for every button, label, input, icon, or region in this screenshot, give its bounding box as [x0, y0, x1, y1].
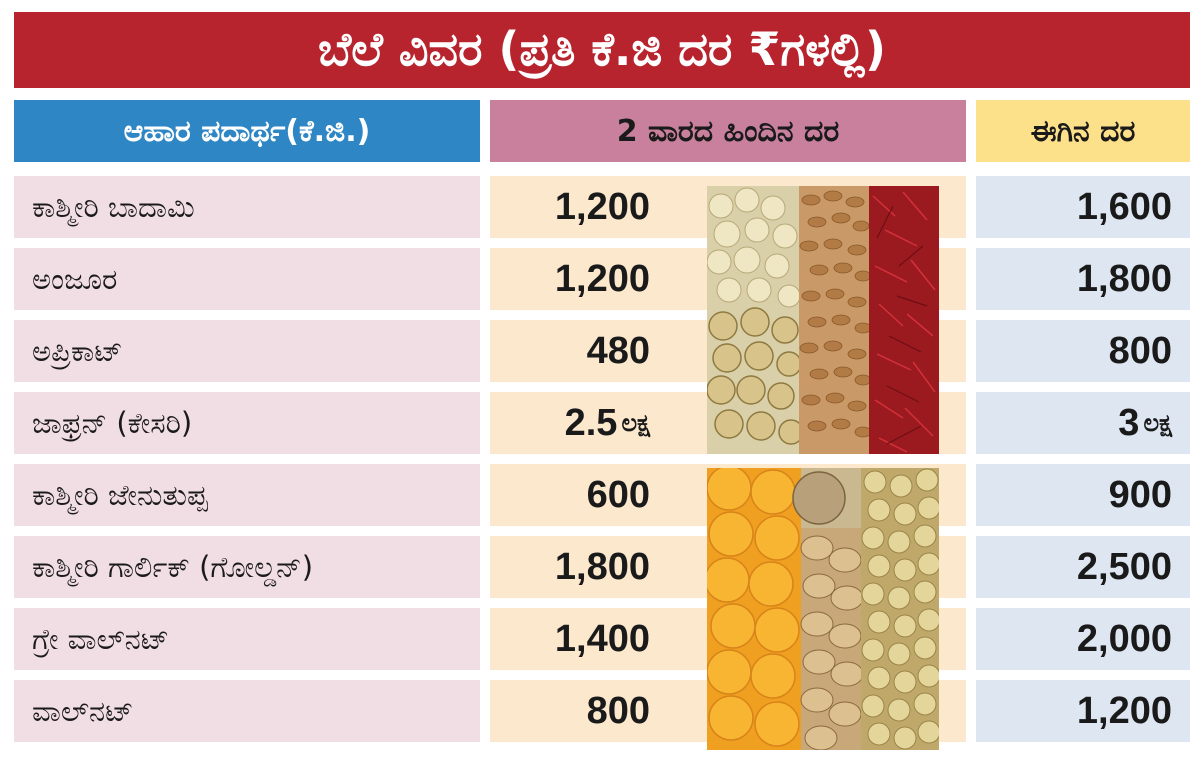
current-price-cell: 1,600: [976, 176, 1190, 238]
current-price-cell: 800: [976, 320, 1190, 382]
previous-price: 1,800: [554, 545, 650, 588]
current-price: 1,200: [1076, 689, 1172, 732]
item-name: ಜಾಫ್ರನ್ (ಕೇಸರಿ): [14, 392, 480, 454]
current-price: 2,000: [1076, 617, 1172, 660]
item-name: ಅಂಜೂರ: [14, 248, 480, 310]
column-header-current-price: ಈಗಿನ ದರ: [976, 100, 1190, 162]
previous-price: 1,200: [554, 257, 650, 300]
current-price: 1,600: [1076, 185, 1172, 228]
previous-price: 2.5: [564, 401, 618, 444]
item-name: ಕಾಶ್ಮೀರಿ ಬಾದಾಮಿ: [14, 176, 480, 238]
previous-price: 480: [586, 329, 650, 372]
current-price-cell: 2,000: [976, 608, 1190, 670]
current-price-unit: ಲಕ್ಷ: [1143, 409, 1172, 437]
column-header-item: ಆಹಾರ ಪದಾರ್ಥ(ಕೆ.ಜಿ.): [14, 100, 480, 162]
item-name: ವಾಲ್‌ನಟ್: [14, 680, 480, 742]
current-price-cell: 3 ಲಕ್ಷ: [976, 392, 1190, 454]
apricot-walnut-photo: [707, 468, 939, 750]
current-price: 800: [1108, 329, 1172, 372]
current-price-cell: 2,500: [976, 536, 1190, 598]
current-price-cell: 1,800: [976, 248, 1190, 310]
current-price: 900: [1108, 473, 1172, 516]
current-price-cell: 1,200: [976, 680, 1190, 742]
dry-fruits-photo: [707, 186, 939, 454]
current-price: 2,500: [1076, 545, 1172, 588]
item-name: ಕಾಶ್ಮೀರಿ ಗಾರ್ಲಿಕ್ (ಗೋಲ್ಡನ್): [14, 536, 480, 598]
item-name: ಗ್ರೇ ವಾಲ್‌ನಟ್: [14, 608, 480, 670]
current-price: 1,800: [1076, 257, 1172, 300]
item-name: ಕಾಶ್ಮೀರಿ ಜೇನುತುಪ್ಪ: [14, 464, 480, 526]
previous-price: 1,200: [554, 185, 650, 228]
page-title: ಬೆಲೆ ವಿವರ (ಪ್ರತಿ ಕೆ.ಜಿ ದರ ₹ಗಳಲ್ಲಿ): [14, 12, 1190, 88]
current-price-cell: 900: [976, 464, 1190, 526]
previous-price: 800: [586, 689, 650, 732]
previous-price: 600: [586, 473, 650, 516]
item-name: ಅಪ್ರಿಕಾಟ್: [14, 320, 480, 382]
previous-price-unit: ಲಕ್ಷ: [621, 409, 650, 437]
previous-price: 1,400: [554, 617, 650, 660]
column-header-previous-price: 2 ವಾರದ ಹಿಂದಿನ ದರ: [490, 100, 966, 162]
current-price: 3: [1118, 401, 1140, 444]
